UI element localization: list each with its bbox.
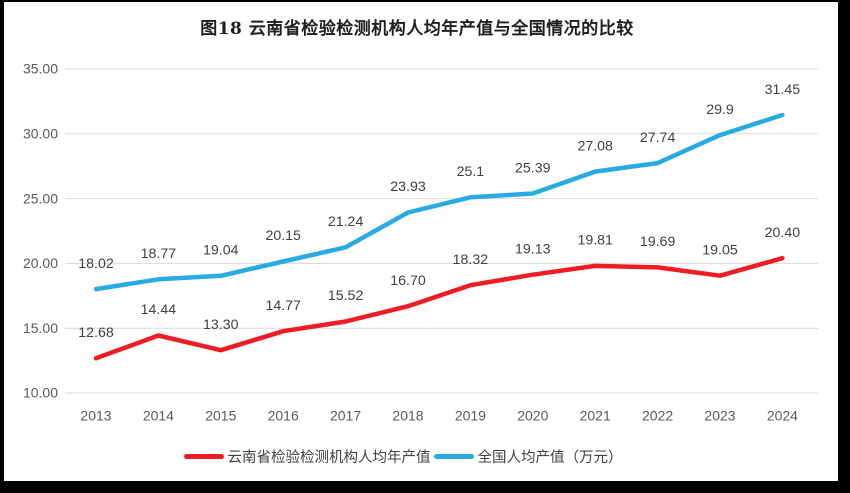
data-label-1: 27.74 [640,130,676,146]
national-series-label: 全国人均产值（万元） [477,450,623,466]
data-label-1: 21.24 [328,214,364,230]
series-line-1 [93,112,785,292]
plot-area: 35.00 30.00 25.00 20.00 15.00 10.00 2013 2014 20… [23,61,818,424]
data-label-0: 14.44 [141,302,177,318]
series-line-0 [93,255,785,361]
x-axis-tick-label: 2015 [205,408,236,424]
legend-item-national: 全国人均产值（万元） [433,446,623,467]
legend-item-yunnan: 云南省检验检测机构人均年产值 [183,446,431,467]
legend: 云南省检验检测机构人均年产值 全国人均产值（万元） [0,446,820,467]
x-axis-tick-label: 2021 [580,408,611,424]
national-series-swatch [433,454,474,459]
data-label-1: 31.45 [765,82,801,98]
chart-surface: 图18 云南省检验检测机构人均年产值与全国情况的比较 35.00 30.00 25.… [4,2,838,481]
x-axis-tick-label: 2023 [704,408,735,424]
data-label-1: 23.93 [390,179,426,195]
data-label-0: 16.70 [390,273,426,289]
x-axis-tick-label: 2019 [455,408,486,424]
data-label-0: 15.52 [328,288,364,304]
data-label-1: 25.1 [457,164,485,180]
x-axis-tick-label: 2013 [80,408,111,424]
data-label-1: 20.15 [265,228,301,244]
x-axis-tick-label: 2022 [642,408,673,424]
data-label-1: 25.39 [515,160,551,176]
x-axis-tick-label: 2016 [268,408,299,424]
x-axis-tick-label: 2014 [143,408,174,424]
y-axis-tick-label: 10.00 [23,385,58,401]
data-label-0: 20.40 [765,225,801,241]
data-label-1: 19.04 [203,243,239,259]
y-axis-tick-label: 35.00 [23,61,58,77]
data-label-1: 18.02 [78,256,114,272]
yunnan-series-swatch [183,454,224,459]
data-label-0: 19.13 [515,241,551,257]
data-label-1: 29.9 [706,102,734,118]
yunnan-series-label: 云南省检验检测机构人均年产值 [227,450,431,466]
x-axis-tick-label: 2020 [517,408,548,424]
y-axis-tick-label: 15.00 [23,320,58,336]
data-label-0: 12.68 [78,325,114,341]
data-label-0: 18.32 [453,252,489,268]
x-axis-tick-label: 2024 [767,408,798,424]
data-label-0: 14.77 [265,298,301,314]
y-axis-tick-label: 30.00 [23,126,58,142]
y-axis-tick-label: 20.00 [23,255,58,271]
y-axis-tick-label: 25.00 [23,190,58,206]
data-label-0: 13.30 [203,317,239,333]
chart-title: 图18 云南省检验检测机构人均年产值与全国情况的比较 [200,19,634,39]
data-label-0: 19.05 [702,242,738,258]
x-axis-tick-label: 2018 [392,408,423,424]
data-label-0: 19.81 [577,233,613,249]
data-label-1: 18.77 [141,246,177,262]
data-label-0: 19.69 [640,234,676,250]
x-axis-tick-label: 2017 [330,408,361,424]
data-label-1: 27.08 [577,138,613,154]
